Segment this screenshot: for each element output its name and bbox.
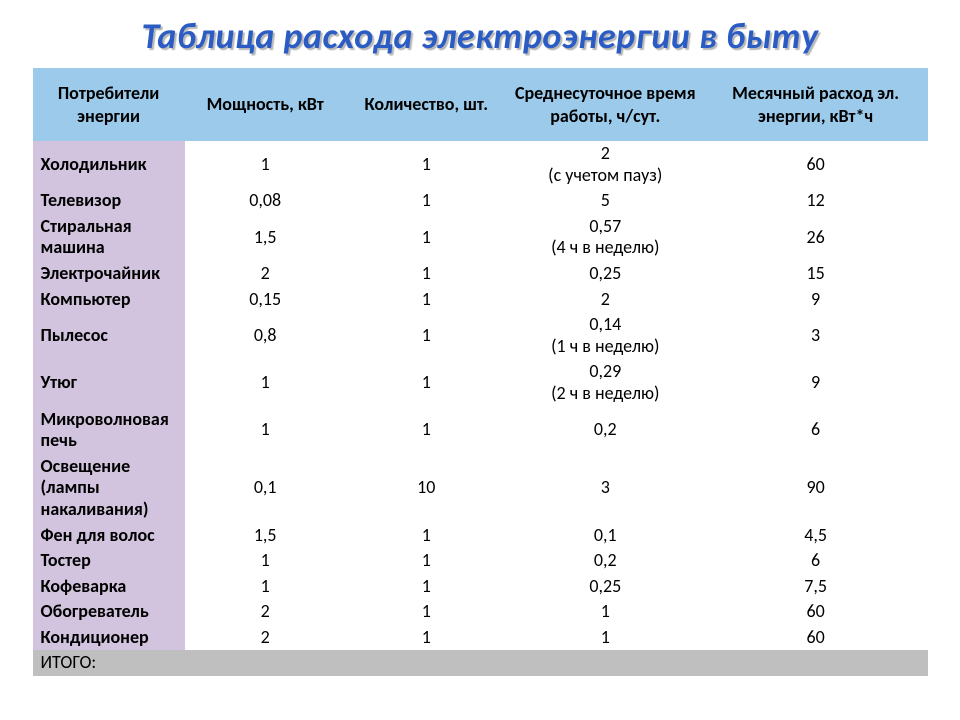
table-column-header: Месячный расход эл. энергии, кВт*ч [704, 68, 928, 141]
cell-time: 0,2 [507, 407, 704, 454]
cell-power: 1 [185, 359, 346, 406]
table-row: Компьютер0,15129 [33, 287, 928, 313]
cell-qty: 10 [346, 454, 507, 523]
cell-qty: 1 [346, 141, 507, 188]
row-label: Фен для волос [33, 523, 185, 549]
table-row: Утюг110,29 (2 ч в неделю)9 [33, 359, 928, 406]
page-title: Таблица расхода электроэнергии в быту [0, 0, 960, 68]
table-row: Обогреватель21160 [33, 599, 928, 625]
cell-time: 1 [507, 625, 704, 651]
cell-month: 4,5 [704, 523, 928, 549]
cell-power: 2 [185, 261, 346, 287]
cell-month: 9 [704, 287, 928, 313]
row-label: Утюг [33, 359, 185, 406]
cell-month: 26 [704, 214, 928, 261]
row-label: Холодильник [33, 141, 185, 188]
table-column-header: Мощность, кВт [185, 68, 346, 141]
cell-month: 15 [704, 261, 928, 287]
cell-month: 90 [704, 454, 928, 523]
table-row: Кондиционер21160 [33, 625, 928, 651]
cell-month: 60 [704, 625, 928, 651]
cell-month: 7,5 [704, 574, 928, 600]
row-label: Стиральная машина [33, 214, 185, 261]
cell-month: 60 [704, 141, 928, 188]
cell-month: 12 [704, 188, 928, 214]
total-label: ИТОГО: [33, 650, 928, 676]
table-row: Стиральная машина1,510,57 (4 ч в неделю)… [33, 214, 928, 261]
cell-power: 0,8 [185, 312, 346, 359]
table-row: Холодильник112 (с учетом пауз)60 [33, 141, 928, 188]
cell-time: 5 [507, 188, 704, 214]
cell-power: 1 [185, 574, 346, 600]
table-row: Пылесос0,810,14 (1 ч в неделю)3 [33, 312, 928, 359]
cell-power: 1 [185, 548, 346, 574]
cell-time: 0,2 [507, 548, 704, 574]
cell-power: 1,5 [185, 214, 346, 261]
row-label: Кофеварка [33, 574, 185, 600]
cell-qty: 1 [346, 599, 507, 625]
cell-power: 0,1 [185, 454, 346, 523]
cell-month: 60 [704, 599, 928, 625]
cell-time: 0,14 (1 ч в неделю) [507, 312, 704, 359]
row-label: Микроволновая печь [33, 407, 185, 454]
cell-time: 0,25 [507, 261, 704, 287]
cell-time: 0,29 (2 ч в неделю) [507, 359, 704, 406]
table-row: Освещение (лампы накаливания)0,110390 [33, 454, 928, 523]
table-row: Микроволновая печь110,26 [33, 407, 928, 454]
cell-month: 6 [704, 548, 928, 574]
cell-time: 1 [507, 599, 704, 625]
cell-qty: 1 [346, 625, 507, 651]
cell-power: 1 [185, 141, 346, 188]
table-total-row: ИТОГО: [33, 650, 928, 676]
cell-time: 2 (с учетом пауз) [507, 141, 704, 188]
cell-time: 0,1 [507, 523, 704, 549]
table-row: Электрочайник210,2515 [33, 261, 928, 287]
table-column-header: Среднесуточное время работы, ч/сут. [507, 68, 704, 141]
cell-qty: 1 [346, 214, 507, 261]
row-label: Обогреватель [33, 599, 185, 625]
table-column-header: Потребители энергии [33, 68, 185, 141]
cell-qty: 1 [346, 359, 507, 406]
row-label: Кондиционер [33, 625, 185, 651]
row-label: Компьютер [33, 287, 185, 313]
cell-qty: 1 [346, 548, 507, 574]
cell-time: 0,25 [507, 574, 704, 600]
cell-time: 2 [507, 287, 704, 313]
table-row: Фен для волос1,510,14,5 [33, 523, 928, 549]
row-label: Пылесос [33, 312, 185, 359]
table-header-row: Потребители энергииМощность, кВтКоличест… [33, 68, 928, 141]
cell-time: 0,57 (4 ч в неделю) [507, 214, 704, 261]
cell-qty: 1 [346, 523, 507, 549]
table-row: Тостер110,26 [33, 548, 928, 574]
cell-time: 3 [507, 454, 704, 523]
cell-month: 6 [704, 407, 928, 454]
cell-qty: 1 [346, 574, 507, 600]
cell-month: 3 [704, 312, 928, 359]
cell-power: 2 [185, 625, 346, 651]
table-column-header: Количество, шт. [346, 68, 507, 141]
cell-power: 2 [185, 599, 346, 625]
cell-power: 0,15 [185, 287, 346, 313]
cell-qty: 1 [346, 261, 507, 287]
row-label: Телевизор [33, 188, 185, 214]
cell-qty: 1 [346, 407, 507, 454]
table-row: Кофеварка110,257,5 [33, 574, 928, 600]
cell-qty: 1 [346, 287, 507, 313]
cell-power: 1,5 [185, 523, 346, 549]
row-label: Освещение (лампы накаливания) [33, 454, 185, 523]
cell-month: 9 [704, 359, 928, 406]
cell-power: 0,08 [185, 188, 346, 214]
cell-qty: 1 [346, 188, 507, 214]
cell-power: 1 [185, 407, 346, 454]
table-row: Телевизор0,081512 [33, 188, 928, 214]
cell-qty: 1 [346, 312, 507, 359]
row-label: Тостер [33, 548, 185, 574]
row-label: Электрочайник [33, 261, 185, 287]
energy-table: Потребители энергииМощность, кВтКоличест… [33, 68, 928, 676]
